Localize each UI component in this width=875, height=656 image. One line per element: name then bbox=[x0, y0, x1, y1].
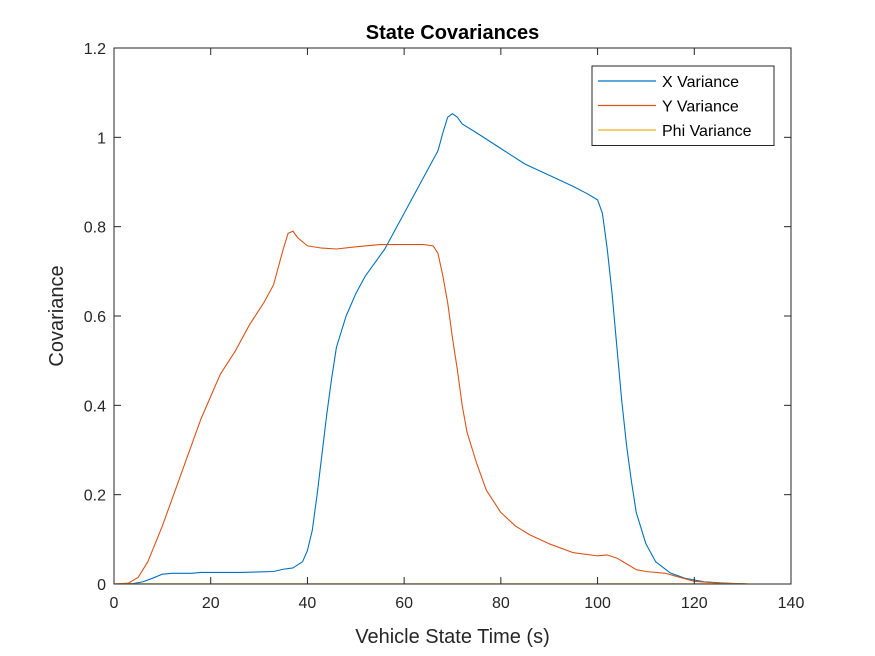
x-tick-label: 140 bbox=[778, 595, 805, 612]
tick-layer: 0 20 40 60 80 100 120 140 0 0.2 0.4 0.6 0.8 1 1.2 bbox=[84, 41, 805, 612]
x-tick-label: 40 bbox=[299, 595, 317, 612]
x-tick-label: 20 bbox=[202, 595, 220, 612]
series-line-y-variance bbox=[113, 230, 748, 585]
y-tick-label: 0.4 bbox=[84, 398, 106, 415]
y-tick-label: 0 bbox=[97, 577, 106, 594]
chart-title: State Covariances bbox=[366, 22, 539, 44]
x-tick-label: 0 bbox=[110, 595, 119, 612]
x-tick-label: 60 bbox=[395, 595, 413, 612]
y-tick-label: 1 bbox=[97, 130, 106, 147]
y-tick-label: 0.8 bbox=[84, 220, 106, 237]
y-tick-label: 0.2 bbox=[84, 488, 106, 505]
legend-label: Y Variance bbox=[662, 99, 739, 116]
x-axis-title: Vehicle State Time (s) bbox=[355, 626, 550, 648]
y-tick-label: 0.6 bbox=[84, 309, 106, 326]
legend-label: Phi Variance bbox=[662, 123, 752, 140]
legend-label: X Variance bbox=[662, 74, 739, 91]
x-tick-label: 80 bbox=[492, 595, 510, 612]
y-tick-label: 1.2 bbox=[84, 41, 106, 58]
y-axis-title: Covariance bbox=[46, 265, 68, 366]
series-line-x-variance bbox=[113, 113, 748, 585]
plot-frame bbox=[113, 47, 792, 585]
x-tick-label: 100 bbox=[584, 595, 611, 612]
x-tick-label: 120 bbox=[681, 595, 708, 612]
legend: X Variance Y Variance Phi Variance bbox=[591, 65, 775, 146]
